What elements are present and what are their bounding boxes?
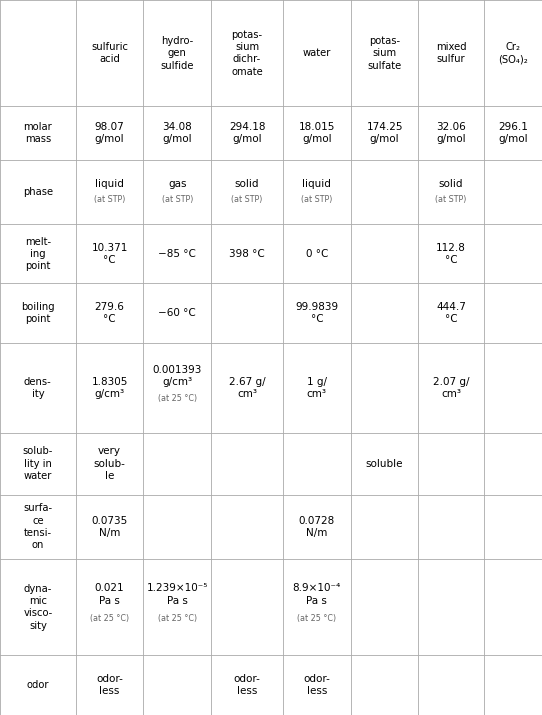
Text: 18.015
g/mol: 18.015 g/mol (299, 122, 335, 144)
Text: solub-
lity in
water: solub- lity in water (23, 446, 53, 481)
Text: (at STP): (at STP) (94, 195, 125, 204)
Text: 1.239×10⁻⁵
Pa s: 1.239×10⁻⁵ Pa s (147, 583, 208, 606)
Text: 98.07
g/mol: 98.07 g/mol (95, 122, 125, 144)
Text: gas: gas (168, 179, 186, 189)
Text: 112.8
°C: 112.8 °C (436, 243, 466, 265)
Text: melt-
ing
point: melt- ing point (25, 237, 51, 272)
Text: 0.001393
g/cm³: 0.001393 g/cm³ (153, 365, 202, 388)
Text: 1.8305
g/cm³: 1.8305 g/cm³ (92, 377, 128, 399)
Text: dens-
ity: dens- ity (24, 377, 51, 399)
Text: surfa-
ce
tensi-
on: surfa- ce tensi- on (23, 503, 53, 551)
Text: odor-
less: odor- less (304, 674, 330, 696)
Text: water: water (302, 48, 331, 58)
Text: 34.08
g/mol: 34.08 g/mol (163, 122, 192, 144)
Text: 294.18
g/mol: 294.18 g/mol (229, 122, 266, 144)
Text: 1 g/
cm³: 1 g/ cm³ (307, 377, 327, 399)
Text: potas-
sium
dichr-
omate: potas- sium dichr- omate (231, 29, 263, 77)
Text: (at STP): (at STP) (301, 195, 333, 204)
Text: 2.67 g/
cm³: 2.67 g/ cm³ (229, 377, 266, 399)
Text: hydro-
gen
sulfide: hydro- gen sulfide (160, 36, 194, 71)
Text: boiling
point: boiling point (21, 302, 55, 324)
Text: odor: odor (27, 680, 49, 690)
Text: −60 °C: −60 °C (158, 308, 196, 318)
Text: 0.021
Pa s: 0.021 Pa s (95, 583, 125, 606)
Text: 0.0735
N/m: 0.0735 N/m (92, 516, 128, 538)
Text: (at STP): (at STP) (162, 195, 193, 204)
Text: 174.25
g/mol: 174.25 g/mol (366, 122, 403, 144)
Text: 0 °C: 0 °C (306, 249, 328, 259)
Text: odor-
less: odor- less (96, 674, 123, 696)
Text: 10.371
°C: 10.371 °C (92, 243, 128, 265)
Text: 444.7
°C: 444.7 °C (436, 302, 466, 324)
Text: 32.06
g/mol: 32.06 g/mol (436, 122, 466, 144)
Text: very
solub-
le: very solub- le (94, 446, 126, 481)
Text: odor-
less: odor- less (234, 674, 261, 696)
Text: (at STP): (at STP) (231, 195, 263, 204)
Text: liquid: liquid (95, 179, 124, 189)
Text: molar
mass: molar mass (23, 122, 52, 144)
Text: solid: solid (439, 179, 463, 189)
Text: 296.1
g/mol: 296.1 g/mol (498, 122, 528, 144)
Text: Cr₂
(SO₄)₂: Cr₂ (SO₄)₂ (498, 42, 528, 64)
Text: (at 25 °C): (at 25 °C) (90, 614, 129, 623)
Text: 8.9×10⁻⁴
Pa s: 8.9×10⁻⁴ Pa s (293, 583, 341, 606)
Text: 2.07 g/
cm³: 2.07 g/ cm³ (433, 377, 469, 399)
Text: sulfuric
acid: sulfuric acid (91, 42, 128, 64)
Text: solid: solid (235, 179, 259, 189)
Text: liquid: liquid (302, 179, 331, 189)
Text: −85 °C: −85 °C (158, 249, 196, 259)
Text: (at 25 °C): (at 25 °C) (297, 614, 337, 623)
Text: 279.6
°C: 279.6 °C (95, 302, 125, 324)
Text: 398 °C: 398 °C (229, 249, 265, 259)
Text: (at 25 °C): (at 25 °C) (158, 394, 197, 403)
Text: dyna-
mic
visco-
sity: dyna- mic visco- sity (23, 583, 53, 631)
Text: (at 25 °C): (at 25 °C) (158, 614, 197, 623)
Text: soluble: soluble (366, 459, 403, 469)
Text: phase: phase (23, 187, 53, 197)
Text: 0.0728
N/m: 0.0728 N/m (299, 516, 335, 538)
Text: (at STP): (at STP) (435, 195, 467, 204)
Text: potas-
sium
sulfate: potas- sium sulfate (367, 36, 402, 71)
Text: mixed
sulfur: mixed sulfur (436, 42, 467, 64)
Text: 99.9839
°C: 99.9839 °C (295, 302, 338, 324)
